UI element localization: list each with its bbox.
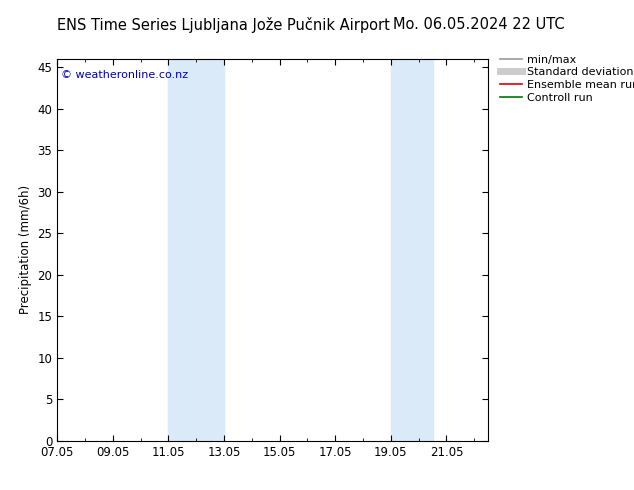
Y-axis label: Precipitation (mm/6h): Precipitation (mm/6h) bbox=[19, 185, 32, 315]
Bar bbox=[168, 59, 224, 441]
Text: © weatheronline.co.nz: © weatheronline.co.nz bbox=[61, 70, 188, 80]
Bar bbox=[391, 59, 432, 441]
Legend: min/max, Standard deviation, Ensemble mean run, Controll run: min/max, Standard deviation, Ensemble me… bbox=[500, 54, 634, 103]
Text: Mo. 06.05.2024 22 UTC: Mo. 06.05.2024 22 UTC bbox=[393, 17, 565, 32]
Text: ENS Time Series Ljubljana Jože Pučnik Airport: ENS Time Series Ljubljana Jože Pučnik Ai… bbox=[57, 17, 390, 33]
